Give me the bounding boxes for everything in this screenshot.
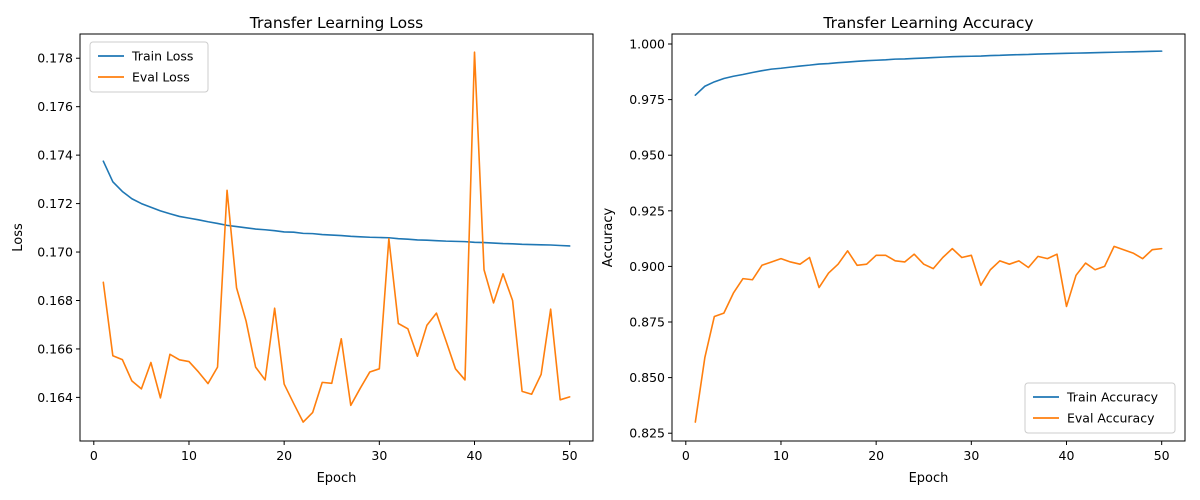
accuracy-y-tick-label: 0.875 bbox=[629, 315, 665, 330]
accuracy-legend: Train Accuracy Eval Accuracy bbox=[1024, 382, 1176, 434]
loss-y-tick-label: 0.164 bbox=[37, 390, 73, 405]
loss-x-tick-label: 0 bbox=[90, 448, 98, 463]
loss-series-line-eval bbox=[102, 51, 571, 423]
loss-legend: Train Loss Eval Loss bbox=[89, 41, 209, 93]
accuracy-y-tick-label: 0.900 bbox=[629, 259, 665, 274]
accuracy-x-tick-label: 10 bbox=[773, 448, 789, 463]
loss-y-tick-label: 0.178 bbox=[37, 51, 73, 66]
loss-chart-panel: 0 10 20 30 40 50 0.164 0.166 0.168 0.170 0.172 0.17… bbox=[11, 14, 594, 486]
accuracy-x-tick-label: 0 bbox=[682, 448, 690, 463]
loss-y-tick-label: 0.170 bbox=[37, 245, 73, 260]
loss-y-tick-label: 0.166 bbox=[37, 341, 73, 356]
accuracy-x-tick-label: 20 bbox=[868, 448, 884, 463]
accuracy-axes-frame bbox=[671, 33, 1186, 442]
accuracy-x-axis-label: Epoch bbox=[909, 471, 949, 486]
loss-chart-title: Transfer Learning Loss bbox=[249, 14, 423, 32]
loss-x-tick-label: 50 bbox=[562, 448, 578, 463]
accuracy-y-tick-label: 0.975 bbox=[629, 92, 665, 107]
accuracy-y-tick-label: 0.850 bbox=[629, 370, 665, 385]
accuracy-y-tick-label: 1.000 bbox=[629, 37, 665, 52]
accuracy-x-tick-label: 30 bbox=[963, 448, 979, 463]
loss-legend-label-train: Train Loss bbox=[131, 49, 193, 64]
loss-x-tick-label: 20 bbox=[276, 448, 292, 463]
loss-x-axis-label: Epoch bbox=[317, 471, 357, 486]
loss-x-tick-label: 40 bbox=[467, 448, 483, 463]
loss-legend-box bbox=[89, 41, 209, 93]
accuracy-series-line-train bbox=[694, 50, 1163, 96]
accuracy-y-tick-label: 0.925 bbox=[629, 203, 665, 218]
accuracy-x-tick-label: 50 bbox=[1154, 448, 1170, 463]
loss-y-tick-label: 0.174 bbox=[37, 148, 73, 163]
accuracy-x-tick-label: 40 bbox=[1059, 448, 1075, 463]
loss-y-tick-label: 0.168 bbox=[37, 293, 73, 308]
accuracy-series-line-eval bbox=[694, 245, 1163, 423]
loss-y-axis-label: Loss bbox=[11, 223, 26, 252]
accuracy-y-tick-label: 0.950 bbox=[629, 148, 665, 163]
loss-series-line-train bbox=[102, 160, 571, 247]
accuracy-chart-panel: 0 10 20 30 40 50 0.825 0.850 0.875 0.900 0.925 0.95… bbox=[601, 14, 1186, 486]
loss-x-tick-label: 10 bbox=[181, 448, 197, 463]
accuracy-legend-label-train: Train Accuracy bbox=[1066, 390, 1159, 405]
loss-axes-frame bbox=[79, 33, 594, 442]
loss-legend-label-eval: Eval Loss bbox=[132, 70, 190, 85]
accuracy-legend-label-eval: Eval Accuracy bbox=[1067, 411, 1155, 426]
loss-y-tick-label: 0.172 bbox=[37, 196, 73, 211]
accuracy-y-tick-label: 0.825 bbox=[629, 426, 665, 441]
loss-y-tick-label: 0.176 bbox=[37, 99, 73, 114]
loss-x-tick-label: 30 bbox=[371, 448, 387, 463]
accuracy-chart-title: Transfer Learning Accuracy bbox=[822, 14, 1033, 32]
accuracy-y-axis-label: Accuracy bbox=[601, 208, 616, 268]
accuracy-legend-box bbox=[1024, 382, 1176, 434]
